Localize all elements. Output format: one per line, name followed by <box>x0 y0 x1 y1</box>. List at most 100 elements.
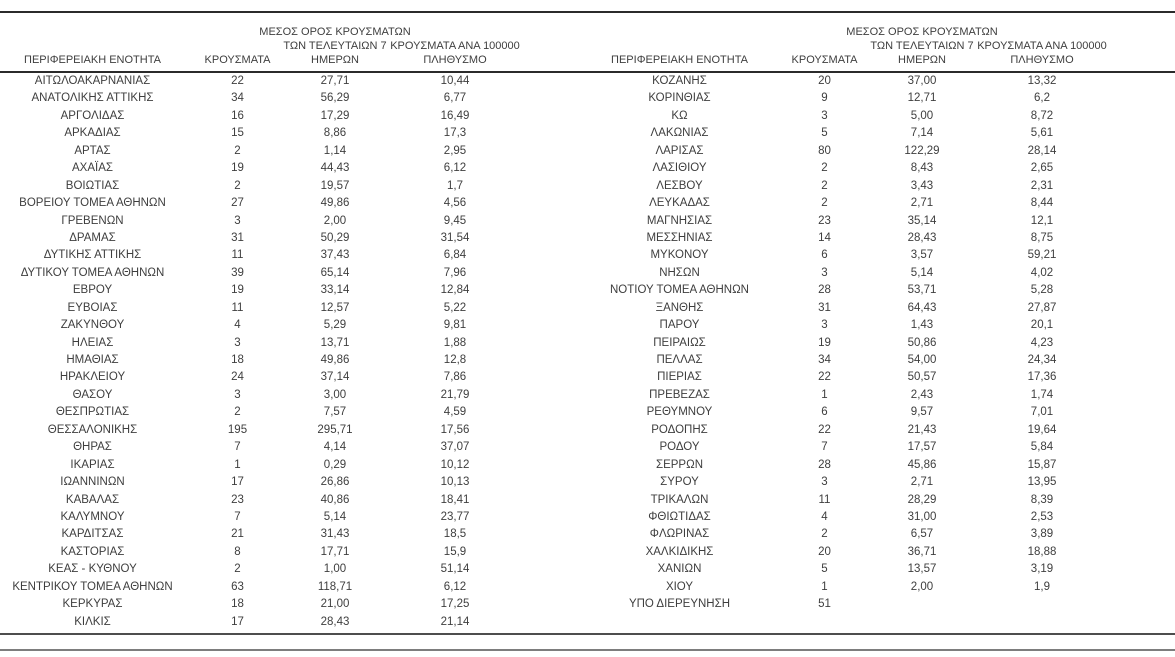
region-cell: ΥΠΟ ΔΙΕΡΕΥΝΗΣΗ <box>628 598 731 611</box>
header-line: ΗΜΕΡΩΝ <box>898 54 946 66</box>
cases-cell: 2 <box>821 197 828 210</box>
region-cell: ΚΑΛΥΜΝΟΥ <box>60 510 125 523</box>
cases-cell: 3 <box>234 336 241 349</box>
column-header-region: ΠΕΡΙΦΕΡΕΙΑΚΗ ΕΝΟΤΗΤΑ <box>587 53 772 71</box>
per100k-cell: 7,86 <box>443 371 467 384</box>
per100k-cell: 7,01 <box>1030 406 1054 419</box>
avg7-cell: 7,57 <box>323 406 347 419</box>
table-row: ΠΕΛΛΑΣ 34 54,00 24,34 <box>587 352 1117 369</box>
region-cell: ΡΟΔΟΠΗΣ <box>651 423 708 436</box>
per100k-cell: 15,87 <box>1027 458 1057 471</box>
per100k-cell: 6,77 <box>443 92 467 105</box>
cases-cell: 6 <box>821 249 828 262</box>
cases-cell: 8 <box>234 545 241 558</box>
cases-cell: 3 <box>234 214 241 227</box>
table-row: ΖΑΚΥΝΘΟΥ 4 5,29 9,81 <box>0 317 530 334</box>
cases-cell: 7 <box>234 510 241 523</box>
table-row: ΑΡΓΟΛΙΔΑΣ 16 17,29 16,49 <box>0 108 530 125</box>
avg7-cell: 2,71 <box>910 197 934 210</box>
region-cell: ΛΑΚΩΝΙΑΣ <box>650 127 709 140</box>
header-line: ΗΜΕΡΩΝ <box>311 54 359 66</box>
region-cell: ΖΑΚΥΝΘΟΥ <box>60 319 125 332</box>
per100k-cell: 59,21 <box>1027 249 1057 262</box>
region-cell: ΘΕΣΣΑΛΟΝΙΚΗΣ <box>47 423 138 436</box>
region-cell: ΘΗΡΑΣ <box>73 441 112 454</box>
avg7-cell: 295,71 <box>317 423 353 436</box>
avg7-cell: 53,71 <box>907 284 937 297</box>
cases-cell: 7 <box>821 441 828 454</box>
tables-container: ΑΙΤΩΛΟΑΚΑΡΝΑΝΙΑΣ 22 27,71 10,44 ΑΝΑΤΟΛΙΚΗΣ Α… <box>0 73 1175 631</box>
per100k-cell: 17,36 <box>1027 371 1057 384</box>
avg7-cell: 44,43 <box>320 162 350 175</box>
avg7-cell <box>877 596 967 613</box>
table-row: ΙΩΑΝΝΙΝΩΝ 17 26,86 10,13 <box>0 474 530 491</box>
table-row: ΣΥΡΟΥ 3 2,71 13,95 <box>587 474 1117 491</box>
region-cell: ΚΑΒΑΛΑΣ <box>65 493 120 506</box>
table-row: ΗΜΑΘΙΑΣ 18 49,86 12,8 <box>0 352 530 369</box>
region-cell: ΠΕΛΛΑΣ <box>656 354 703 366</box>
cases-cell: 2 <box>234 563 241 576</box>
cases-cell: 21 <box>231 528 244 541</box>
cases-cell: 2 <box>821 162 828 175</box>
region-cell: ΑΝΑΤΟΛΙΚΗΣ ΑΤΤΙΚΗΣ <box>31 92 154 105</box>
per100k-cell: 31,54 <box>440 231 470 244</box>
per100k-cell: 5,28 <box>1030 284 1054 297</box>
cases-cell: 2 <box>234 406 241 419</box>
region-cell: ΚΩ <box>671 109 688 122</box>
table-row: ΚΑΒΑΛΑΣ 23 40,86 18,41 <box>0 492 530 509</box>
region-cell: ΠΡΕΒΕΖΑΣ <box>649 388 710 401</box>
per100k-cell: 8,44 <box>1030 197 1054 210</box>
cases-cell: 18 <box>231 598 244 611</box>
table-row: ΦΛΩΡΙΝΑΣ 2 6,57 3,89 <box>587 526 1117 543</box>
region-cell: ΔΥΤΙΚΟΥ ΤΟΜΕΑ ΑΘΗΝΩΝ <box>20 266 165 279</box>
avg7-cell: 122,29 <box>904 144 940 157</box>
per100k-cell: 15,9 <box>443 545 467 558</box>
header-line: ΠΛΗΘΥΣΜΟ <box>1010 54 1074 66</box>
region-cell: ΗΡΑΚΛΕΙΟΥ <box>59 371 126 384</box>
cases-cell: 28 <box>818 458 831 471</box>
column-header-avg7: ΜΕΣΟΣ ΟΡΟΣ ΚΡΟΥΣΜΑΤΩΝ ΤΩΝ ΤΕΛΕΥΤΑΙΩΝ 7 ΗΜΕ… <box>259 25 410 71</box>
table-row: ΚΩ 3 5,00 8,72 <box>587 108 1117 125</box>
avg7-cell: 17,29 <box>320 109 350 122</box>
per100k-cell: 9,45 <box>443 214 467 227</box>
region-cell: ΝΟΤΙΟΥ ΤΟΜΕΑ ΑΘΗΝΩΝ <box>610 284 749 297</box>
per100k-cell: 2,95 <box>443 144 467 157</box>
cases-cell: 5 <box>821 127 828 140</box>
region-cell: ΞΑΝΘΗΣ <box>655 301 704 314</box>
table-row: ΠΙΕΡΙΑΣ 22 50,57 17,36 <box>587 369 1117 386</box>
region-cell: ΑΡΚΑΔΙΑΣ <box>64 127 121 140</box>
region-cell: ΜΥΚΟΝΟΥ <box>650 249 709 262</box>
per100k-cell: 10,44 <box>440 75 470 87</box>
cases-cell: 3 <box>234 388 241 401</box>
region-cell: ΛΑΡΙΣΑΣ <box>655 144 704 157</box>
per100k-cell: 6,12 <box>443 580 467 593</box>
cases-cell: 195 <box>227 423 248 436</box>
per100k-cell: 51,14 <box>440 563 470 576</box>
cases-cell: 27 <box>231 197 244 210</box>
cases-cell: 15 <box>231 127 244 140</box>
bottom-rule-upper <box>0 633 1175 635</box>
column-header-cases: ΚΡΟΥΣΜΑΤΑ <box>772 53 877 71</box>
per100k-cell: 21,14 <box>440 615 470 628</box>
avg7-cell: 37,43 <box>320 249 350 262</box>
table-row: ΚΕΑΣ - ΚΥΘΝΟΥ 2 1,00 51,14 <box>0 561 530 578</box>
table-row: ΛΑΚΩΝΙΑΣ 5 7,14 5,61 <box>587 125 1117 142</box>
region-cell: ΓΡΕΒΕΝΩΝ <box>61 214 124 227</box>
header-line: ΤΩΝ ΤΕΛΕΥΤΑΙΩΝ 7 <box>283 40 387 52</box>
per100k-cell: 2,53 <box>1030 510 1054 523</box>
avg7-cell: 8,43 <box>910 162 934 175</box>
cases-cell: 5 <box>821 563 828 576</box>
per100k-cell: 19,64 <box>1027 423 1057 436</box>
avg7-cell: 5,14 <box>323 510 347 523</box>
region-cell: ΑΧΑΪΑΣ <box>72 162 113 175</box>
table-row: ΑΝΑΤΟΛΙΚΗΣ ΑΤΤΙΚΗΣ 34 56,29 6,77 <box>0 90 530 107</box>
table-row: ΦΘΙΩΤΙΔΑΣ 4 31,00 2,53 <box>587 509 1117 526</box>
per100k-cell: 2,65 <box>1030 162 1054 175</box>
cases-cell: 34 <box>231 92 244 105</box>
column-header-cases: ΚΡΟΥΣΜΑΤΑ <box>185 53 290 71</box>
region-cell: ΧΙΟΥ <box>665 580 694 593</box>
cases-cell: 20 <box>818 545 831 558</box>
region-cell: ΧΑΛΚΙΔΙΚΗΣ <box>645 545 714 558</box>
table-row: ΛΕΥΚΑΔΑΣ 2 2,71 8,44 <box>587 195 1117 212</box>
